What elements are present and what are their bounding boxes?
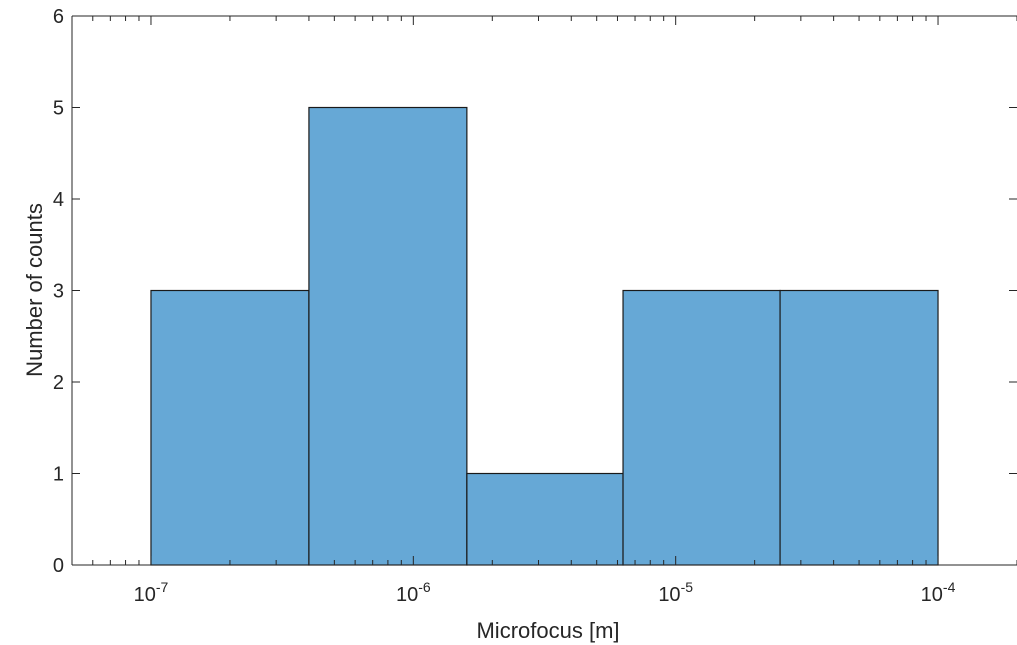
axes-group [71, 15, 1017, 566]
x-tick-label: 10-7 [134, 579, 169, 606]
histogram-bar-4 [622, 289, 781, 566]
histogram-bar-3 [466, 472, 624, 566]
histogram-bar-5 [779, 289, 939, 566]
y-tick-label: 2 [53, 372, 64, 394]
x-tick-labels: 10-7 10-6 10-5 10-4 [134, 579, 956, 606]
bars-group [150, 106, 939, 566]
x-tick-label: 10-4 [921, 579, 956, 606]
histogram-bar-1 [150, 289, 310, 566]
y-tick-label: 0 [53, 555, 64, 577]
x-tick-label: 10-6 [396, 579, 431, 606]
x-axis-label: Microfocus [m] [476, 618, 619, 643]
y-axis-label: Number of counts [22, 203, 47, 377]
histogram-bar-2 [308, 106, 468, 566]
y-tick-label: 5 [53, 98, 64, 120]
y-tick-labels: 0 1 2 3 4 5 6 [53, 6, 64, 577]
x-tick-label: 10-5 [658, 579, 693, 606]
y-tick-label: 1 [53, 464, 64, 486]
y-tick-label: 3 [53, 281, 64, 303]
y-tick-label: 4 [53, 189, 64, 211]
y-tick-label: 6 [53, 6, 64, 28]
